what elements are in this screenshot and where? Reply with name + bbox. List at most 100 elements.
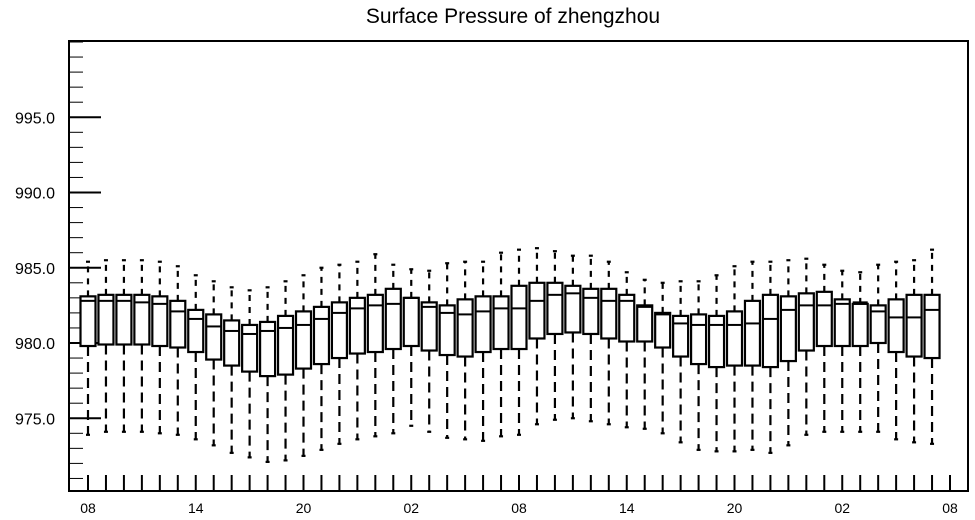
box-iqr (779, 295, 797, 363)
box-item (564, 254, 582, 420)
y-tick-label: 995.0 (15, 110, 55, 127)
box-iqr (223, 319, 241, 367)
box-item (241, 289, 259, 459)
box-item (151, 260, 169, 435)
box-item (761, 260, 780, 454)
box-item (689, 280, 708, 451)
box-item (618, 271, 636, 429)
box-iqr (438, 304, 456, 357)
box-iqr (510, 284, 528, 351)
box-iqr (905, 293, 923, 358)
box-item (348, 260, 366, 441)
box-item (654, 281, 672, 435)
box-item (312, 266, 331, 451)
box-item (79, 260, 97, 436)
box-item (851, 271, 869, 433)
box-item (169, 265, 187, 436)
box-iqr (258, 320, 277, 378)
x-tick-label: 14 (188, 500, 204, 516)
x-tick-label: 02 (403, 500, 419, 516)
box-iqr (330, 301, 349, 360)
box-item (887, 260, 905, 441)
box-item (905, 259, 923, 444)
box-iqr (851, 302, 869, 348)
box-item (97, 259, 115, 433)
box-iqr (384, 287, 402, 351)
box-iqr (743, 299, 762, 367)
box-item (115, 259, 133, 433)
chart-title: Surface Pressure of zhengzhou (366, 5, 660, 28)
box-iqr (654, 311, 672, 349)
box-item (528, 247, 546, 426)
box-item (456, 260, 474, 441)
box-item (474, 260, 492, 442)
box-iqr (528, 281, 546, 340)
box-item (133, 259, 151, 433)
x-tick-label: 08 (511, 500, 527, 516)
box-item (258, 286, 277, 463)
plot-frame (68, 40, 969, 492)
box-item (600, 260, 618, 426)
box-iqr (707, 314, 726, 369)
box-item (402, 268, 420, 427)
box-item (815, 263, 833, 433)
box-iqr (276, 314, 295, 376)
box-iqr (618, 293, 636, 343)
box-iqr (133, 293, 151, 346)
box-item (420, 269, 438, 433)
x-tick-label: 20 (727, 500, 743, 516)
box-iqr (205, 313, 223, 361)
y-tick-label: 990.0 (15, 186, 55, 203)
box-item (923, 248, 941, 445)
box-iqr (420, 301, 438, 352)
x-tick-label: 02 (834, 500, 850, 516)
box-iqr (312, 305, 331, 366)
box-iqr (456, 298, 474, 358)
box-iqr (151, 295, 169, 348)
box-iqr (169, 299, 187, 349)
box-iqr (636, 304, 654, 343)
box-item (636, 278, 654, 430)
y-tick-label: 975.0 (15, 411, 55, 428)
x-tick-label: 08 (942, 500, 958, 516)
box-item (366, 253, 384, 438)
x-tick-label: 08 (80, 500, 96, 516)
box-item (294, 274, 313, 457)
box-iqr (923, 293, 941, 360)
box-iqr (366, 293, 384, 354)
box-iqr (474, 295, 492, 354)
box-iqr (187, 308, 205, 354)
x-tick-label: 14 (619, 500, 635, 516)
box-item (205, 280, 223, 447)
box-iqr (546, 281, 564, 336)
box-iqr (689, 313, 708, 366)
box-item (438, 262, 456, 439)
box-item (672, 280, 690, 444)
box-item (725, 265, 744, 453)
x-tick-label: 20 (296, 500, 312, 516)
y-axis: 975.0 980.0 985.0 990.0 995.0 (15, 41, 101, 479)
box-iqr (294, 310, 313, 370)
box-iqr (725, 310, 744, 367)
box-iqr (887, 298, 905, 354)
box-iqr (869, 304, 887, 345)
box-item (546, 250, 564, 421)
box-iqr (564, 284, 582, 334)
box-iqr (761, 293, 780, 369)
box-item (187, 274, 205, 441)
box-iqr (672, 314, 690, 358)
box-item (510, 248, 528, 436)
box-iqr (492, 295, 510, 351)
box-item (869, 263, 887, 433)
box-item (707, 274, 726, 453)
x-axis: 08 14 20 02 08 14 20 02 08 (80, 475, 958, 516)
box-iqr (600, 287, 618, 340)
box-iqr (815, 290, 833, 348)
box-item (743, 260, 762, 451)
box-iqr (833, 298, 851, 348)
box-item (492, 251, 510, 438)
box-item (582, 254, 600, 423)
box-iqr (241, 323, 259, 373)
box-item (330, 263, 349, 445)
